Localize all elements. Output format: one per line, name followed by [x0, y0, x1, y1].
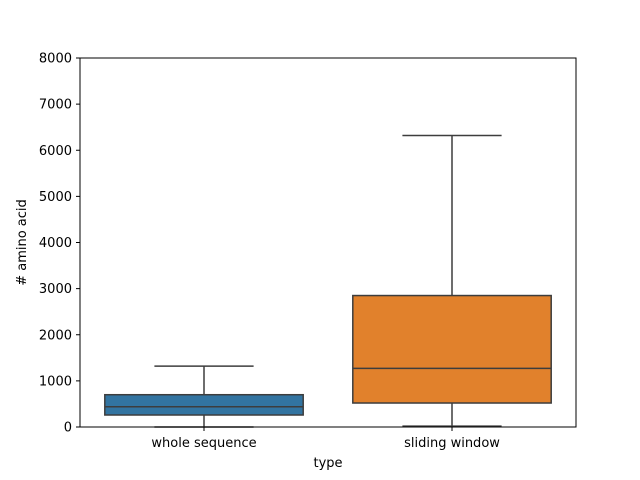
y-tick-label: 5000 — [39, 190, 72, 205]
y-tick-label: 6000 — [39, 144, 72, 159]
y-tick-label: 3000 — [39, 282, 72, 297]
y-tick-label: 2000 — [39, 328, 72, 343]
box-iqr — [104, 393, 304, 416]
y-tick-label: 7000 — [39, 98, 72, 113]
y-tick-label: 8000 — [39, 52, 72, 67]
box-plot-marks — [104, 134, 552, 428]
x-tick-label: sliding window — [404, 436, 500, 451]
y-tick-label: 1000 — [39, 374, 72, 389]
x-axis-label: type — [313, 456, 342, 471]
y-tick-label: 4000 — [39, 236, 72, 251]
box-group — [104, 365, 304, 428]
box-iqr — [352, 294, 552, 404]
x-tick-label: whole sequence — [151, 436, 256, 451]
x-axis: whole sequence sliding window — [151, 427, 500, 451]
y-axis-label: # amino acid — [15, 199, 30, 286]
y-tick-label: 0 — [64, 421, 72, 436]
box-group — [352, 134, 552, 427]
y-axis: 0 1000 2000 3000 4000 5000 6000 7000 8000 — [39, 52, 80, 436]
